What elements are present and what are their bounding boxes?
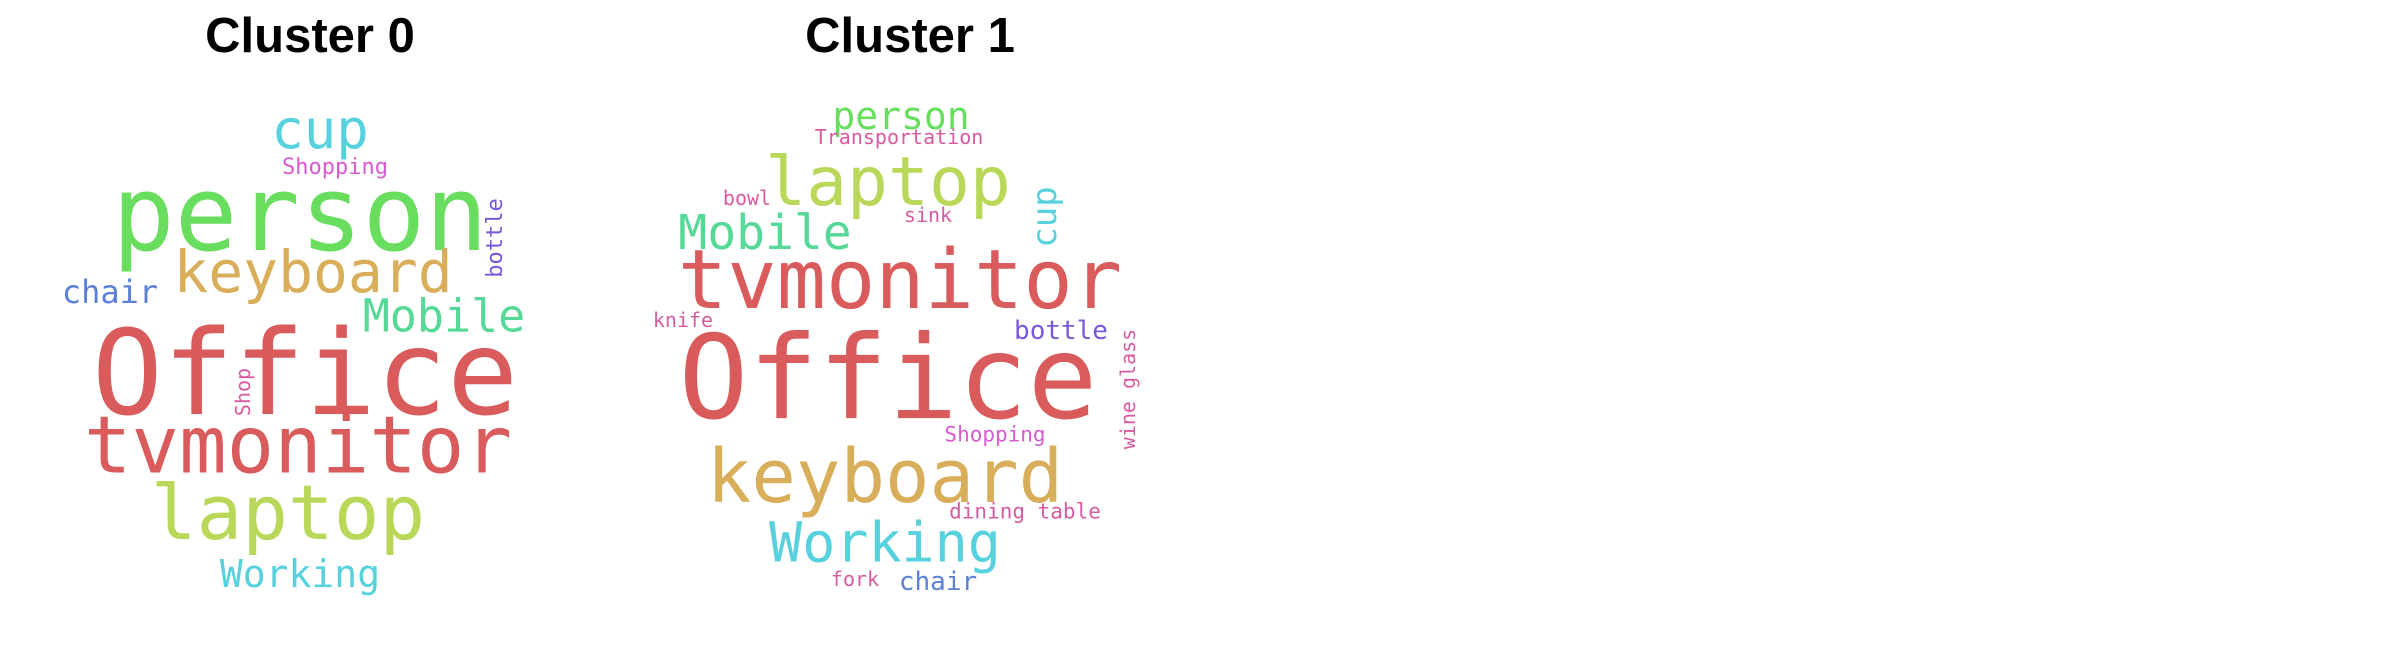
- word-chair: chair: [61, 273, 159, 311]
- word-laptop: laptop: [150, 468, 426, 557]
- word-sink: sink: [903, 203, 953, 227]
- wordcloud-panel-cluster-0: Cluster 0 cup Shopping person bottle key…: [0, 0, 620, 656]
- word-mobile: Mobile: [362, 289, 526, 343]
- word-working: Working: [769, 510, 1001, 575]
- word-shopping: Shopping: [944, 422, 1046, 447]
- word-fork: fork: [830, 567, 880, 591]
- word-knife: knife: [652, 308, 714, 332]
- cluster-title: Cluster 0: [205, 9, 415, 63]
- word-office: Office: [678, 311, 1098, 446]
- word-keyboard: keyboard: [173, 238, 453, 306]
- word-shopping: Shopping: [282, 155, 388, 180]
- word-bottle: bottle: [483, 198, 508, 278]
- cluster-title: Cluster 1: [805, 9, 1015, 63]
- word-tvmonitor: tvmonitor: [677, 233, 1123, 328]
- word-person: person: [112, 153, 488, 275]
- word-cup: cup: [271, 98, 369, 161]
- word-bowl: bowl: [722, 186, 772, 210]
- word-tvmonitor: tvmonitor: [83, 399, 513, 492]
- wordcloud-panel-cluster-1: Cluster 1 person Transportation laptop b…: [600, 0, 1220, 656]
- word-chair: chair: [898, 567, 978, 597]
- word-transportation: Transportation: [814, 125, 984, 149]
- word-working: Working: [219, 552, 381, 596]
- word-bottle: bottle: [1014, 316, 1108, 346]
- word-dining-table: dining table: [949, 499, 1101, 524]
- word-person: person: [832, 94, 970, 138]
- word-laptop: laptop: [765, 143, 1011, 222]
- word-office: Office: [91, 304, 519, 442]
- word-wine-glass: wine glass: [1116, 328, 1140, 450]
- word-keyboard: keyboard: [706, 434, 1064, 520]
- word-mobile: Mobile: [678, 205, 852, 261]
